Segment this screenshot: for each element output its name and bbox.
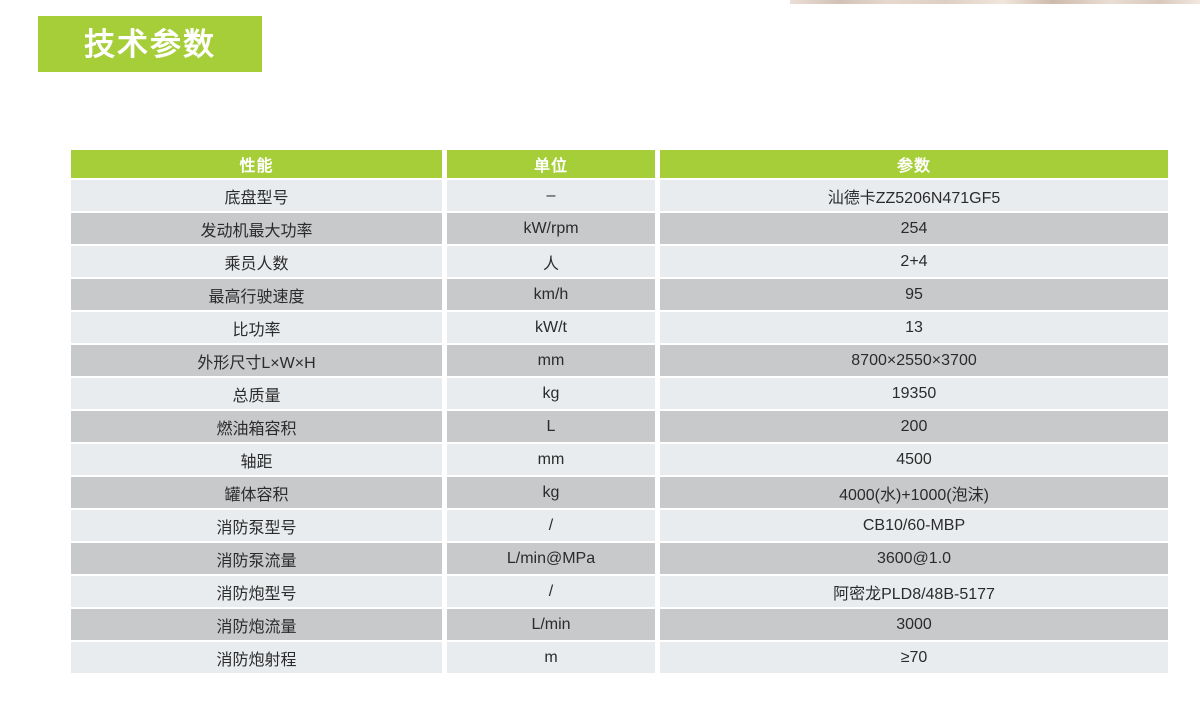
cell-unit: kW/rpm [447, 213, 655, 244]
table-row: 底盘型号 – 汕德卡ZZ5206N471GF5 [71, 180, 1168, 211]
cell-parameter: 8700×2550×3700 [660, 345, 1168, 376]
cell-parameter: 95 [660, 279, 1168, 310]
cell-performance: 底盘型号 [71, 180, 442, 211]
cell-parameter: 254 [660, 213, 1168, 244]
cell-unit: L [447, 411, 655, 442]
technical-specs-table: 性能 单位 参数 底盘型号 – 汕德卡ZZ5206N471GF5 发动机最大功率 kW/… [66, 148, 1173, 675]
cell-performance: 最高行驶速度 [71, 279, 442, 310]
table-row: 消防炮型号 / 阿密龙PLD8/48B-5177 [71, 576, 1168, 607]
cell-unit: mm [447, 345, 655, 376]
cell-performance: 总质量 [71, 378, 442, 409]
cell-performance: 消防炮流量 [71, 609, 442, 640]
cell-performance: 消防炮射程 [71, 642, 442, 673]
table-row: 外形尺寸L×W×H mm 8700×2550×3700 [71, 345, 1168, 376]
table-row: 消防泵型号 / CB10/60-MBP [71, 510, 1168, 541]
table-row: 发动机最大功率 kW/rpm 254 [71, 213, 1168, 244]
cell-performance: 罐体容积 [71, 477, 442, 508]
cell-performance: 消防炮型号 [71, 576, 442, 607]
table-body: 底盘型号 – 汕德卡ZZ5206N471GF5 发动机最大功率 kW/rpm 254 乘员人… [71, 180, 1168, 673]
cell-parameter: 3600@1.0 [660, 543, 1168, 574]
cell-unit: kg [447, 477, 655, 508]
cell-performance: 燃油箱容积 [71, 411, 442, 442]
cell-unit: km/h [447, 279, 655, 310]
table-row: 消防泵流量 L/min@MPa 3600@1.0 [71, 543, 1168, 574]
cell-parameter: 200 [660, 411, 1168, 442]
column-header-unit: 单位 [447, 150, 655, 178]
cell-parameter: 阿密龙PLD8/48B-5177 [660, 576, 1168, 607]
table-row: 比功率 kW/t 13 [71, 312, 1168, 343]
cell-parameter: 3000 [660, 609, 1168, 640]
cell-performance: 消防泵流量 [71, 543, 442, 574]
cell-unit: kW/t [447, 312, 655, 343]
cell-unit: m [447, 642, 655, 673]
table-row: 总质量 kg 19350 [71, 378, 1168, 409]
table-row: 轴距 mm 4500 [71, 444, 1168, 475]
column-header-parameter: 参数 [660, 150, 1168, 178]
cell-performance: 发动机最大功率 [71, 213, 442, 244]
cell-parameter: 13 [660, 312, 1168, 343]
cell-unit: / [447, 510, 655, 541]
table-row: 消防炮射程 m ≥70 [71, 642, 1168, 673]
cell-parameter: 19350 [660, 378, 1168, 409]
cell-unit: L/min@MPa [447, 543, 655, 574]
cell-unit: mm [447, 444, 655, 475]
cell-unit: / [447, 576, 655, 607]
cell-parameter: CB10/60-MBP [660, 510, 1168, 541]
cell-parameter: 2+4 [660, 246, 1168, 277]
cell-unit: L/min [447, 609, 655, 640]
top-photo-sliver [790, 0, 1200, 4]
cell-parameter: 4500 [660, 444, 1168, 475]
table-row: 罐体容积 kg 4000(水)+1000(泡沫) [71, 477, 1168, 508]
cell-performance: 乘员人数 [71, 246, 442, 277]
cell-unit: 人 [447, 246, 655, 277]
cell-performance: 轴距 [71, 444, 442, 475]
column-header-performance: 性能 [71, 150, 442, 178]
cell-parameter: ≥70 [660, 642, 1168, 673]
cell-unit: kg [447, 378, 655, 409]
table-row: 最高行驶速度 km/h 95 [71, 279, 1168, 310]
table-row: 燃油箱容积 L 200 [71, 411, 1168, 442]
cell-performance: 消防泵型号 [71, 510, 442, 541]
table-header-row: 性能 单位 参数 [71, 150, 1168, 178]
cell-performance: 外形尺寸L×W×H [71, 345, 442, 376]
cell-parameter: 4000(水)+1000(泡沫) [660, 477, 1168, 508]
page-title: 技术参数 [84, 26, 216, 62]
cell-parameter: 汕德卡ZZ5206N471GF5 [660, 180, 1168, 211]
cell-unit: – [447, 180, 655, 211]
table-row: 消防炮流量 L/min 3000 [71, 609, 1168, 640]
cell-performance: 比功率 [71, 312, 442, 343]
table-header: 性能 单位 参数 [71, 150, 1168, 178]
section-title-banner: 技术参数 [38, 16, 262, 72]
table-row: 乘员人数人 2+4 [71, 246, 1168, 277]
